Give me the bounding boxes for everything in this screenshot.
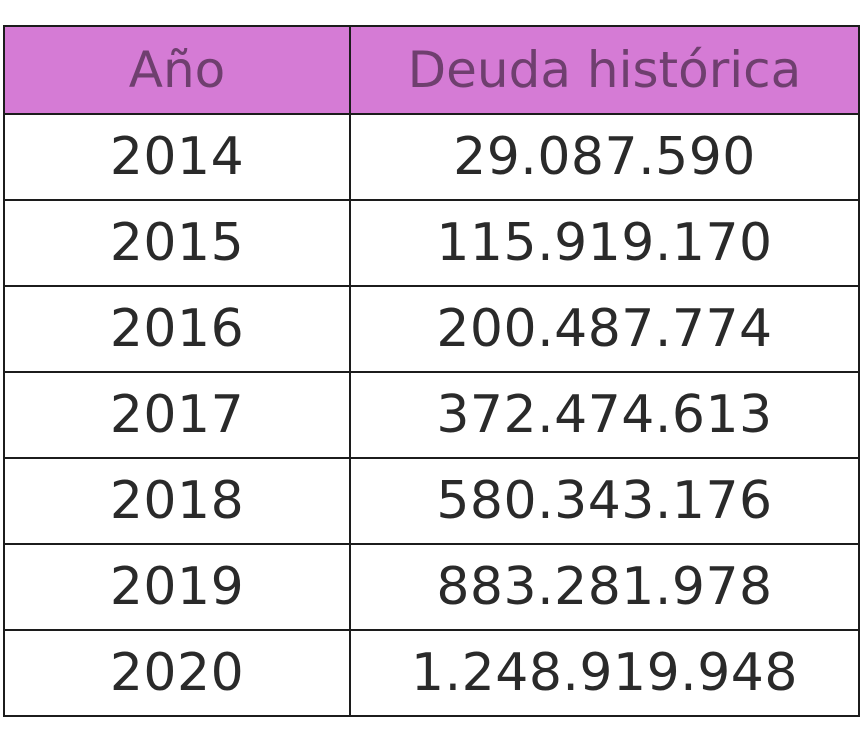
debt-cell: 372.474.613: [349, 371, 860, 459]
debt-cell: 580.343.176: [349, 457, 860, 545]
debt-cell: 883.281.978: [349, 543, 860, 631]
debt-table: Año Deuda histórica 2014 29.087.590 2015…: [3, 25, 860, 717]
table-row: 2018 580.343.176: [3, 457, 860, 545]
year-cell: 2019: [3, 543, 351, 631]
table-row: 2020 1.248.919.948: [3, 629, 860, 717]
table-row: 2019 883.281.978: [3, 543, 860, 631]
table-row: 2015 115.919.170: [3, 199, 860, 287]
year-cell: 2017: [3, 371, 351, 459]
debt-cell: 115.919.170: [349, 199, 860, 287]
year-cell: 2020: [3, 629, 351, 717]
debt-cell: 29.087.590: [349, 113, 860, 201]
debt-cell: 1.248.919.948: [349, 629, 860, 717]
year-header: Año: [3, 25, 351, 115]
table-row: 2014 29.087.590: [3, 113, 860, 201]
year-cell: 2014: [3, 113, 351, 201]
year-cell: 2016: [3, 285, 351, 373]
table-row: 2017 372.474.613: [3, 371, 860, 459]
table-row: 2016 200.487.774: [3, 285, 860, 373]
debt-cell: 200.487.774: [349, 285, 860, 373]
header-row: Año Deuda histórica: [3, 25, 860, 115]
year-cell: 2018: [3, 457, 351, 545]
debt-header: Deuda histórica: [349, 25, 860, 115]
year-cell: 2015: [3, 199, 351, 287]
